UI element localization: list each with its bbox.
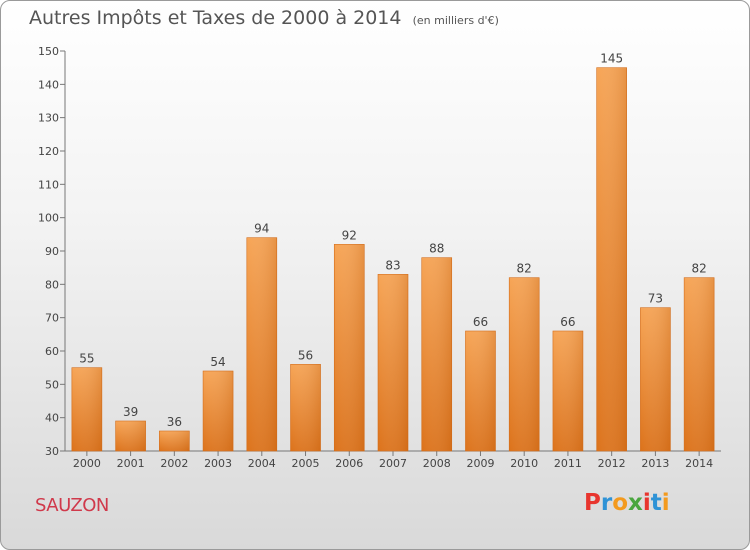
y-tick-label: 140 xyxy=(38,78,59,91)
bar-shade xyxy=(421,257,452,451)
x-tick-label: 2001 xyxy=(117,457,145,470)
logo-letter: r xyxy=(600,490,613,516)
data-label: 73 xyxy=(648,292,663,306)
y-tick-label: 90 xyxy=(45,245,59,258)
y-tick-label: 50 xyxy=(45,378,59,391)
value-labels: 55 39 36 54 94 56 92 83 88 66 82 66 145 73 82 xyxy=(79,52,707,429)
y-tick-label: 110 xyxy=(38,178,59,191)
x-tick-label: 2009 xyxy=(466,457,494,470)
y-tick-label: 30 xyxy=(45,445,59,458)
data-label: 94 xyxy=(254,222,269,236)
x-tick-label: 2014 xyxy=(685,457,713,470)
chart-title-block: Autres Impôts et Taxes de 2000 à 2014 (e… xyxy=(29,7,499,29)
bar-shade xyxy=(552,331,583,451)
data-label: 92 xyxy=(342,228,357,242)
proxiti-logo: Proxiti xyxy=(584,490,670,516)
y-tick-label: 40 xyxy=(45,412,59,425)
x-tick-label: 2011 xyxy=(554,457,582,470)
bar-shade xyxy=(684,277,715,451)
data-label: 56 xyxy=(298,348,313,362)
bar-shade xyxy=(115,421,146,451)
data-label: 82 xyxy=(517,262,532,276)
y-tick-label: 70 xyxy=(45,312,59,325)
y-tick-label: 80 xyxy=(45,278,59,291)
y-tick-label: 130 xyxy=(38,112,59,125)
data-label: 55 xyxy=(79,352,94,366)
data-label: 82 xyxy=(691,262,706,276)
x-tick-label: 2007 xyxy=(379,457,407,470)
logo-letter: P xyxy=(584,490,601,516)
x-tick-label: 2010 xyxy=(510,457,538,470)
chart-title: Autres Impôts et Taxes de 2000 à 2014 xyxy=(29,7,402,29)
x-tick-label: 2005 xyxy=(292,457,320,470)
bar-shade xyxy=(71,367,102,451)
x-tick-label: 2002 xyxy=(160,457,188,470)
y-tick-label: 60 xyxy=(45,345,59,358)
logo-letter: i xyxy=(642,490,651,516)
x-tick-label: 2006 xyxy=(335,457,363,470)
x-tick-label: 2000 xyxy=(73,457,101,470)
x-tick-label: 2003 xyxy=(204,457,232,470)
data-label: 66 xyxy=(560,315,575,329)
data-label: 66 xyxy=(473,315,488,329)
commune-name: SAUZON xyxy=(35,495,109,516)
y-tick-label: 120 xyxy=(38,145,59,158)
bar-shade xyxy=(509,277,540,451)
bar-shade xyxy=(334,244,365,451)
data-label: 145 xyxy=(600,52,623,66)
data-label: 36 xyxy=(167,415,182,429)
y-tick-label: 100 xyxy=(38,212,59,225)
bar-shade xyxy=(640,307,671,451)
bar-shade xyxy=(290,364,321,451)
x-tick-label: 2013 xyxy=(641,457,669,470)
bar-shade xyxy=(596,67,627,452)
data-label: 39 xyxy=(123,405,138,419)
bar-shade xyxy=(159,431,190,451)
bars xyxy=(71,67,715,452)
bar-shade xyxy=(246,237,277,451)
logo-letter: i xyxy=(661,490,670,516)
y-tick-label: 150 xyxy=(38,45,59,58)
x-tick-label: 2004 xyxy=(248,457,276,470)
x-tick-label: 2008 xyxy=(423,457,451,470)
logo-letter: o xyxy=(612,490,629,516)
chart-unit: (en milliers d'€) xyxy=(412,14,499,27)
data-label: 83 xyxy=(385,258,400,272)
logo-letter: x xyxy=(628,490,643,516)
bar-shade xyxy=(203,371,234,451)
bar-shade xyxy=(465,331,496,451)
data-label: 54 xyxy=(210,355,225,369)
data-label: 88 xyxy=(429,242,444,256)
x-tick-label: 2012 xyxy=(598,457,626,470)
logo-letter: t xyxy=(650,490,662,516)
bar-shade xyxy=(378,274,408,451)
